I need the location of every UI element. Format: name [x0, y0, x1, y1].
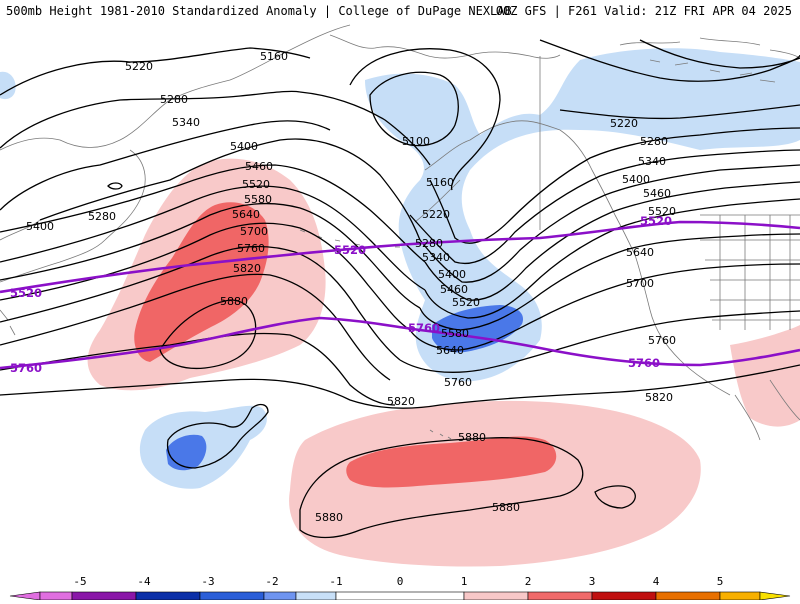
label-5760-purple-center: 5760 [408, 321, 440, 335]
model-run-info: 00Z GFS | F261 Valid: 21Z FRI APR 04 202… [495, 4, 792, 18]
label-5640-center: 5640 [436, 344, 464, 357]
colorbar-seg [39, 591, 73, 601]
header-bar: 500mb Height 1981-2010 Standardized Anom… [0, 0, 800, 22]
map-title: 500mb Height 1981-2010 Standardized Anom… [6, 4, 512, 18]
label-5760: 5760 [237, 242, 265, 255]
label-5340: 5340 [172, 116, 200, 129]
colorbar-tick: -4 [137, 575, 151, 588]
colorbar-seg [527, 591, 593, 601]
label-5160-center: 5160 [426, 176, 454, 189]
label-5640-east: 5640 [626, 246, 654, 259]
label-5100: 5100 [402, 135, 430, 148]
height-labels: 5160 5220 5280 5340 5400 5460 5520 5580 … [26, 50, 676, 524]
colorbar-tick: -2 [265, 575, 279, 588]
label-5760-center: 5760 [444, 376, 472, 389]
colorbar-seg [719, 591, 761, 601]
label-5520-east: 5520 [648, 205, 676, 218]
colorbar-seg [591, 591, 657, 601]
label-5880-sw: 5880 [315, 511, 343, 524]
colorbar-seg [71, 591, 137, 601]
label-5700-east: 5700 [626, 277, 654, 290]
colorbar-tick: 3 [588, 575, 596, 588]
label-5400-west: 5400 [26, 220, 54, 233]
label-5820-east: 5820 [645, 391, 673, 404]
label-5700: 5700 [240, 225, 268, 238]
label-5340-east: 5340 [638, 155, 666, 168]
label-5220-center: 5220 [422, 208, 450, 221]
colorbar: -5 -4 -3 -2 -1 0 1 2 3 4 5 [0, 572, 800, 601]
label-5460-center: 5460 [440, 283, 468, 296]
purple-contours [0, 220, 800, 370]
colorbar-tick: 2 [524, 575, 532, 588]
label-5580-center: 5580 [441, 327, 469, 340]
colorbar-seg [655, 591, 721, 601]
label-5280: 5280 [160, 93, 188, 106]
label-5640: 5640 [232, 208, 260, 221]
label-5880-s: 5880 [492, 501, 520, 514]
label-5580: 5580 [244, 193, 272, 206]
label-5280-east: 5280 [640, 135, 668, 148]
colorbar-tick: -1 [329, 575, 343, 588]
label-5400: 5400 [230, 140, 258, 153]
colorbar-seg [335, 591, 465, 601]
coastlines [0, 24, 800, 441]
label-5400-center: 5400 [438, 268, 466, 281]
colorbar-tick: -3 [201, 575, 215, 588]
label-5520: 5520 [242, 178, 270, 191]
label-5460-east: 5460 [643, 187, 671, 200]
label-5880: 5880 [220, 295, 248, 308]
height-contours [0, 39, 800, 539]
anomaly-map: 5160 5220 5280 5340 5400 5460 5520 5580 … [0, 22, 800, 572]
colorbar-tick: 1 [460, 575, 468, 588]
colorbar-seg [199, 591, 265, 601]
label-5160: 5160 [260, 50, 288, 63]
label-5760-purple-east: 5760 [628, 356, 660, 370]
colorbar-seg [463, 591, 529, 601]
colorbar-arrow-right [759, 591, 791, 601]
colorbar-tick: 4 [652, 575, 660, 588]
label-5520-purple-east: 5520 [640, 214, 672, 228]
label-5880-center: 5880 [458, 431, 486, 444]
label-5220: 5220 [125, 60, 153, 73]
colorbar-segments [9, 591, 791, 601]
label-5220-east: 5220 [610, 117, 638, 130]
strong-positive-anomaly [134, 202, 557, 488]
label-5520-purple-center: 5520 [334, 243, 366, 257]
label-5340-center: 5340 [422, 251, 450, 264]
label-5760-east: 5760 [648, 334, 676, 347]
colorbar-seg [295, 591, 337, 601]
label-5820-center: 5820 [387, 395, 415, 408]
colorbar-seg [263, 591, 297, 601]
colorbar-tick: 0 [396, 575, 404, 588]
colorbar-tick: 5 [716, 575, 724, 588]
purple-labels: 5520 5520 5520 5760 5760 5760 [10, 214, 672, 375]
colorbar-seg [135, 591, 201, 601]
label-5280-center: 5280 [415, 237, 443, 250]
label-5760-purple-west: 5760 [10, 361, 42, 375]
colorbar-arrow-left [9, 591, 41, 601]
map-svg: 5160 5220 5280 5340 5400 5460 5520 5580 … [0, 22, 800, 572]
colorbar-tick: -5 [73, 575, 87, 588]
label-5400-east: 5400 [622, 173, 650, 186]
label-5280-west: 5280 [88, 210, 116, 223]
colorbar-svg [9, 591, 791, 601]
label-5820: 5820 [233, 262, 261, 275]
label-5460: 5460 [245, 160, 273, 173]
label-5520-purple-west: 5520 [10, 286, 42, 300]
label-5520-center: 5520 [452, 296, 480, 309]
